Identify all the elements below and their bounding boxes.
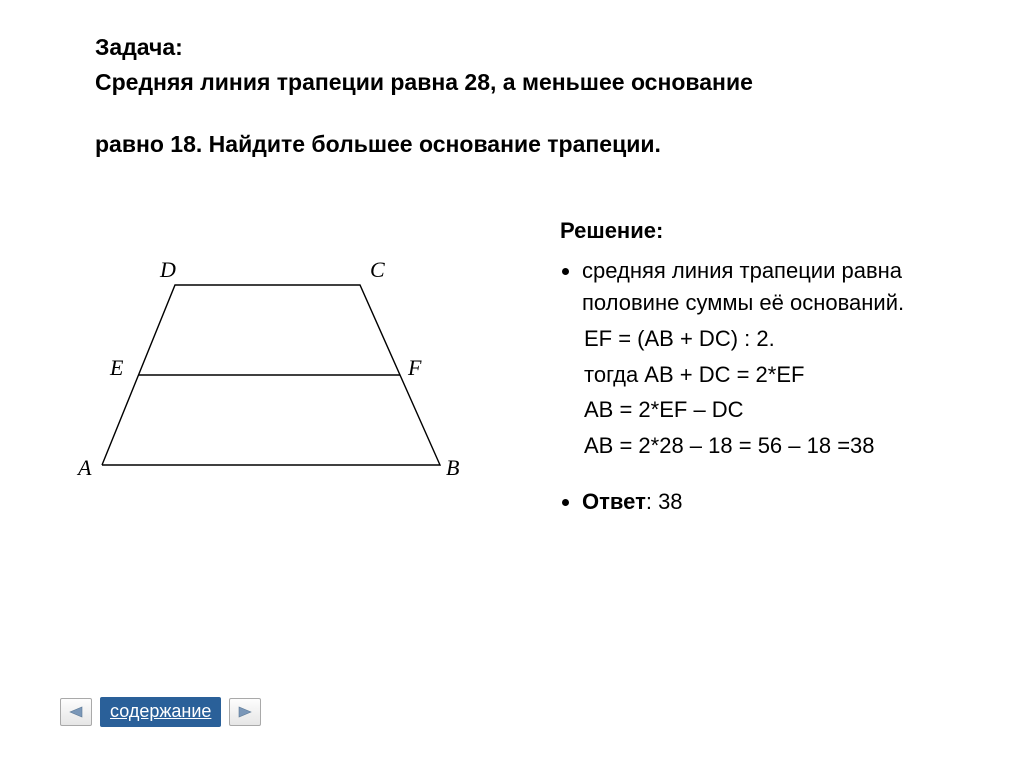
arrow-right-icon [237, 705, 253, 719]
heading-title: Задача: [95, 34, 183, 60]
solution-bullet-theorem: средняя линия трапеции равна половине су… [582, 255, 990, 319]
prev-button[interactable] [60, 698, 92, 726]
arrow-left-icon [68, 705, 84, 719]
vertex-E: E [110, 355, 123, 381]
solution-answer: Ответ: 38 [582, 486, 990, 518]
answer-label: Ответ [582, 489, 646, 514]
next-button[interactable] [229, 698, 261, 726]
vertex-A: A [78, 455, 91, 481]
solution-line-ab1: AB = 2*EF – DC [584, 394, 990, 426]
solution-line-then: тогда AB + DC = 2*EF [584, 359, 990, 391]
trapezoid-figure: D C E F A B [60, 255, 460, 515]
solution-block: Решение: средняя линия трапеции равна по… [560, 215, 990, 522]
vertex-F: F [408, 355, 421, 381]
solution-title: Решение: [560, 215, 990, 247]
answer-value: : 38 [646, 489, 683, 514]
bottom-nav: содержание [60, 697, 261, 727]
problem-heading: Задача: Средняя линия трапеции равна 28,… [95, 30, 915, 162]
vertex-B: B [446, 455, 459, 481]
page-root: Задача: Средняя линия трапеции равна 28,… [0, 0, 1024, 767]
contents-link[interactable]: содержание [100, 697, 221, 727]
vertex-D: D [160, 257, 176, 283]
solution-line-ab2: AB = 2*28 – 18 = 56 – 18 =38 [584, 430, 990, 462]
trapezoid-svg [60, 255, 460, 515]
heading-line1: Средняя линия трапеции равна 28, а меньш… [95, 69, 753, 95]
solution-line-ef: EF = (AB + DC) : 2. [584, 323, 990, 355]
vertex-C: C [370, 257, 385, 283]
heading-line2: равно 18. Найдите большее основание трап… [95, 127, 915, 162]
